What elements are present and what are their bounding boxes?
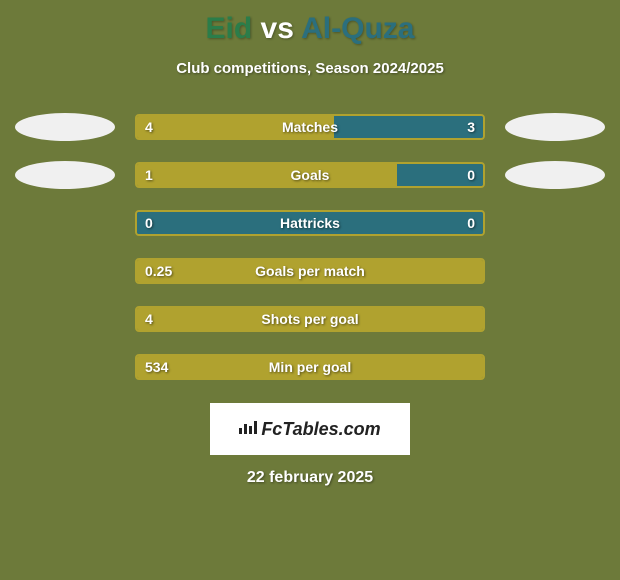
stat-value-p1: 4 xyxy=(145,311,153,327)
stat-row: 0.25 Goals per match xyxy=(0,257,620,285)
stat-value-p1: 4 xyxy=(145,119,153,135)
stat-label: Goals per match xyxy=(255,263,365,279)
page-title: Eid vs Al-Quza xyxy=(0,0,620,46)
stat-label: Hattricks xyxy=(280,215,340,231)
subtitle: Club competitions, Season 2024/2025 xyxy=(0,60,620,77)
stat-value-p2: 3 xyxy=(467,119,475,135)
stat-label: Matches xyxy=(282,119,338,135)
stat-value-p1: 534 xyxy=(145,359,168,375)
stat-bar: 4 Shots per goal xyxy=(135,306,485,332)
stat-row: 1 0 Goals xyxy=(0,161,620,189)
player1-name: Eid xyxy=(206,12,253,45)
date-text: 22 february 2025 xyxy=(0,469,620,487)
player2-badge xyxy=(505,113,605,141)
stat-value-p2: 0 xyxy=(467,215,475,231)
player1-badge xyxy=(15,113,115,141)
stat-bar-seg-p1 xyxy=(137,164,397,186)
stat-bar: 0.25 Goals per match xyxy=(135,258,485,284)
stat-bar: 4 3 Matches xyxy=(135,114,485,140)
stat-value-p1: 0 xyxy=(145,215,153,231)
player1-badge xyxy=(15,161,115,189)
stat-row: 534 Min per goal xyxy=(0,353,620,381)
stat-bar: 0 0 Hattricks xyxy=(135,210,485,236)
stat-row: 0 0 Hattricks xyxy=(0,209,620,237)
player2-badge xyxy=(505,161,605,189)
stat-label: Goals xyxy=(291,167,330,183)
stats-list: 4 3 Matches 1 0 Goals 0 0 Hattricks 0.25 Goals per… xyxy=(0,113,620,381)
stat-value-p1: 0.25 xyxy=(145,263,172,279)
stat-row: 4 3 Matches xyxy=(0,113,620,141)
logo-text: FcTables.com xyxy=(261,419,380,440)
title-vs: vs xyxy=(261,12,294,45)
chart-icon xyxy=(239,420,257,439)
stat-label: Shots per goal xyxy=(261,311,358,327)
player2-name: Al-Quza xyxy=(301,12,414,45)
stat-bar: 1 0 Goals xyxy=(135,162,485,188)
stat-value-p2: 0 xyxy=(467,167,475,183)
stat-bar-seg-p2 xyxy=(334,116,483,138)
stat-value-p1: 1 xyxy=(145,167,153,183)
stat-row: 4 Shots per goal xyxy=(0,305,620,333)
stat-label: Min per goal xyxy=(269,359,351,375)
stat-bar: 534 Min per goal xyxy=(135,354,485,380)
site-logo: FcTables.com xyxy=(210,403,410,455)
